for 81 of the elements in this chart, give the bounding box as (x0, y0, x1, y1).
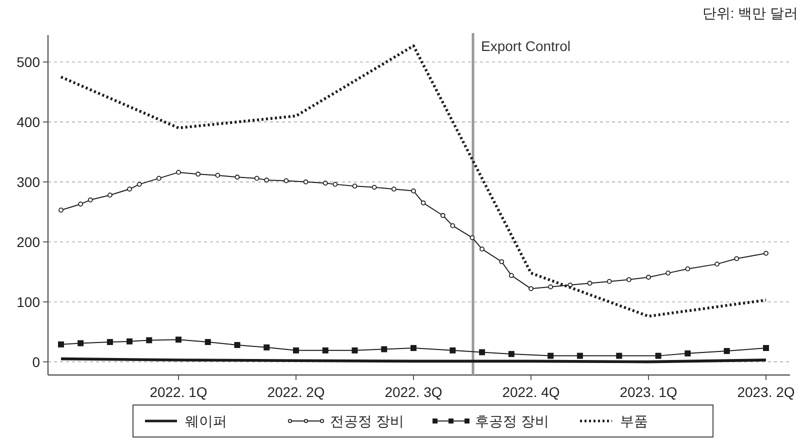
point (480, 246, 484, 252)
point (78, 340, 84, 346)
y-tick-label: 0 (32, 354, 40, 370)
point (666, 270, 671, 276)
legend-label: 웨이퍼 (185, 413, 227, 429)
point (332, 182, 338, 187)
x-tick-label: 2022. 3Q (384, 384, 442, 400)
point (204, 339, 211, 346)
point (234, 342, 240, 348)
point (450, 347, 456, 354)
point (234, 174, 240, 180)
point (322, 347, 328, 354)
point (508, 273, 514, 278)
point (196, 172, 201, 177)
point (528, 286, 534, 292)
point (293, 347, 299, 354)
point (322, 180, 328, 186)
text: 단위: 백만 달러 (702, 5, 798, 21)
point (136, 182, 142, 187)
point (479, 349, 486, 356)
point (352, 347, 358, 354)
point (420, 200, 426, 206)
point (499, 259, 504, 264)
point (215, 172, 220, 178)
point (372, 184, 377, 190)
point (576, 352, 583, 359)
y-tick-label: 500 (16, 54, 40, 70)
point (685, 266, 690, 272)
x-tick-label: 2022. 2Q (267, 384, 325, 400)
point (410, 345, 416, 352)
point (264, 178, 270, 183)
y-tick-label: 400 (16, 114, 40, 130)
point (303, 179, 308, 184)
point (548, 284, 554, 290)
point (616, 352, 622, 359)
point (146, 337, 152, 344)
point (108, 192, 112, 198)
point (126, 338, 133, 344)
point (58, 208, 64, 213)
point (764, 250, 768, 256)
point (176, 170, 181, 175)
point (88, 197, 93, 202)
point (450, 223, 456, 228)
point (106, 339, 113, 346)
y-tick-label: 100 (16, 294, 40, 310)
point (587, 280, 592, 286)
point (58, 341, 64, 348)
point (655, 352, 662, 359)
y-tick-label: 300 (16, 174, 40, 190)
point (264, 344, 270, 350)
x-tick-label: 2023. 1Q (620, 384, 678, 400)
point (156, 176, 162, 181)
y-tick-label: 200 (16, 234, 40, 250)
point (470, 235, 475, 240)
point (646, 274, 651, 280)
legend-label: 부품 (620, 413, 648, 429)
point (606, 279, 612, 284)
point (284, 178, 289, 184)
legend-label: 후공정 장비 (475, 413, 549, 429)
point (724, 348, 730, 354)
point (763, 345, 769, 352)
point (411, 188, 416, 194)
point (508, 351, 514, 358)
x-tick-label: 2023. 2Q (737, 384, 795, 400)
x-tick-label: 2022. 1Q (150, 384, 208, 400)
point (684, 350, 691, 356)
point (381, 346, 388, 352)
legend-label: 전공정 장비 (330, 413, 404, 429)
point (176, 336, 182, 343)
point (352, 184, 358, 189)
point (78, 202, 84, 207)
point (548, 352, 554, 359)
point (127, 186, 132, 192)
point (626, 277, 632, 282)
point (734, 256, 740, 262)
x-tick-label: 2022. 4Q (502, 384, 560, 400)
point (714, 262, 720, 267)
point (254, 176, 260, 181)
annotation: Export Control (481, 38, 570, 54)
point (440, 213, 446, 218)
point (391, 186, 396, 192)
